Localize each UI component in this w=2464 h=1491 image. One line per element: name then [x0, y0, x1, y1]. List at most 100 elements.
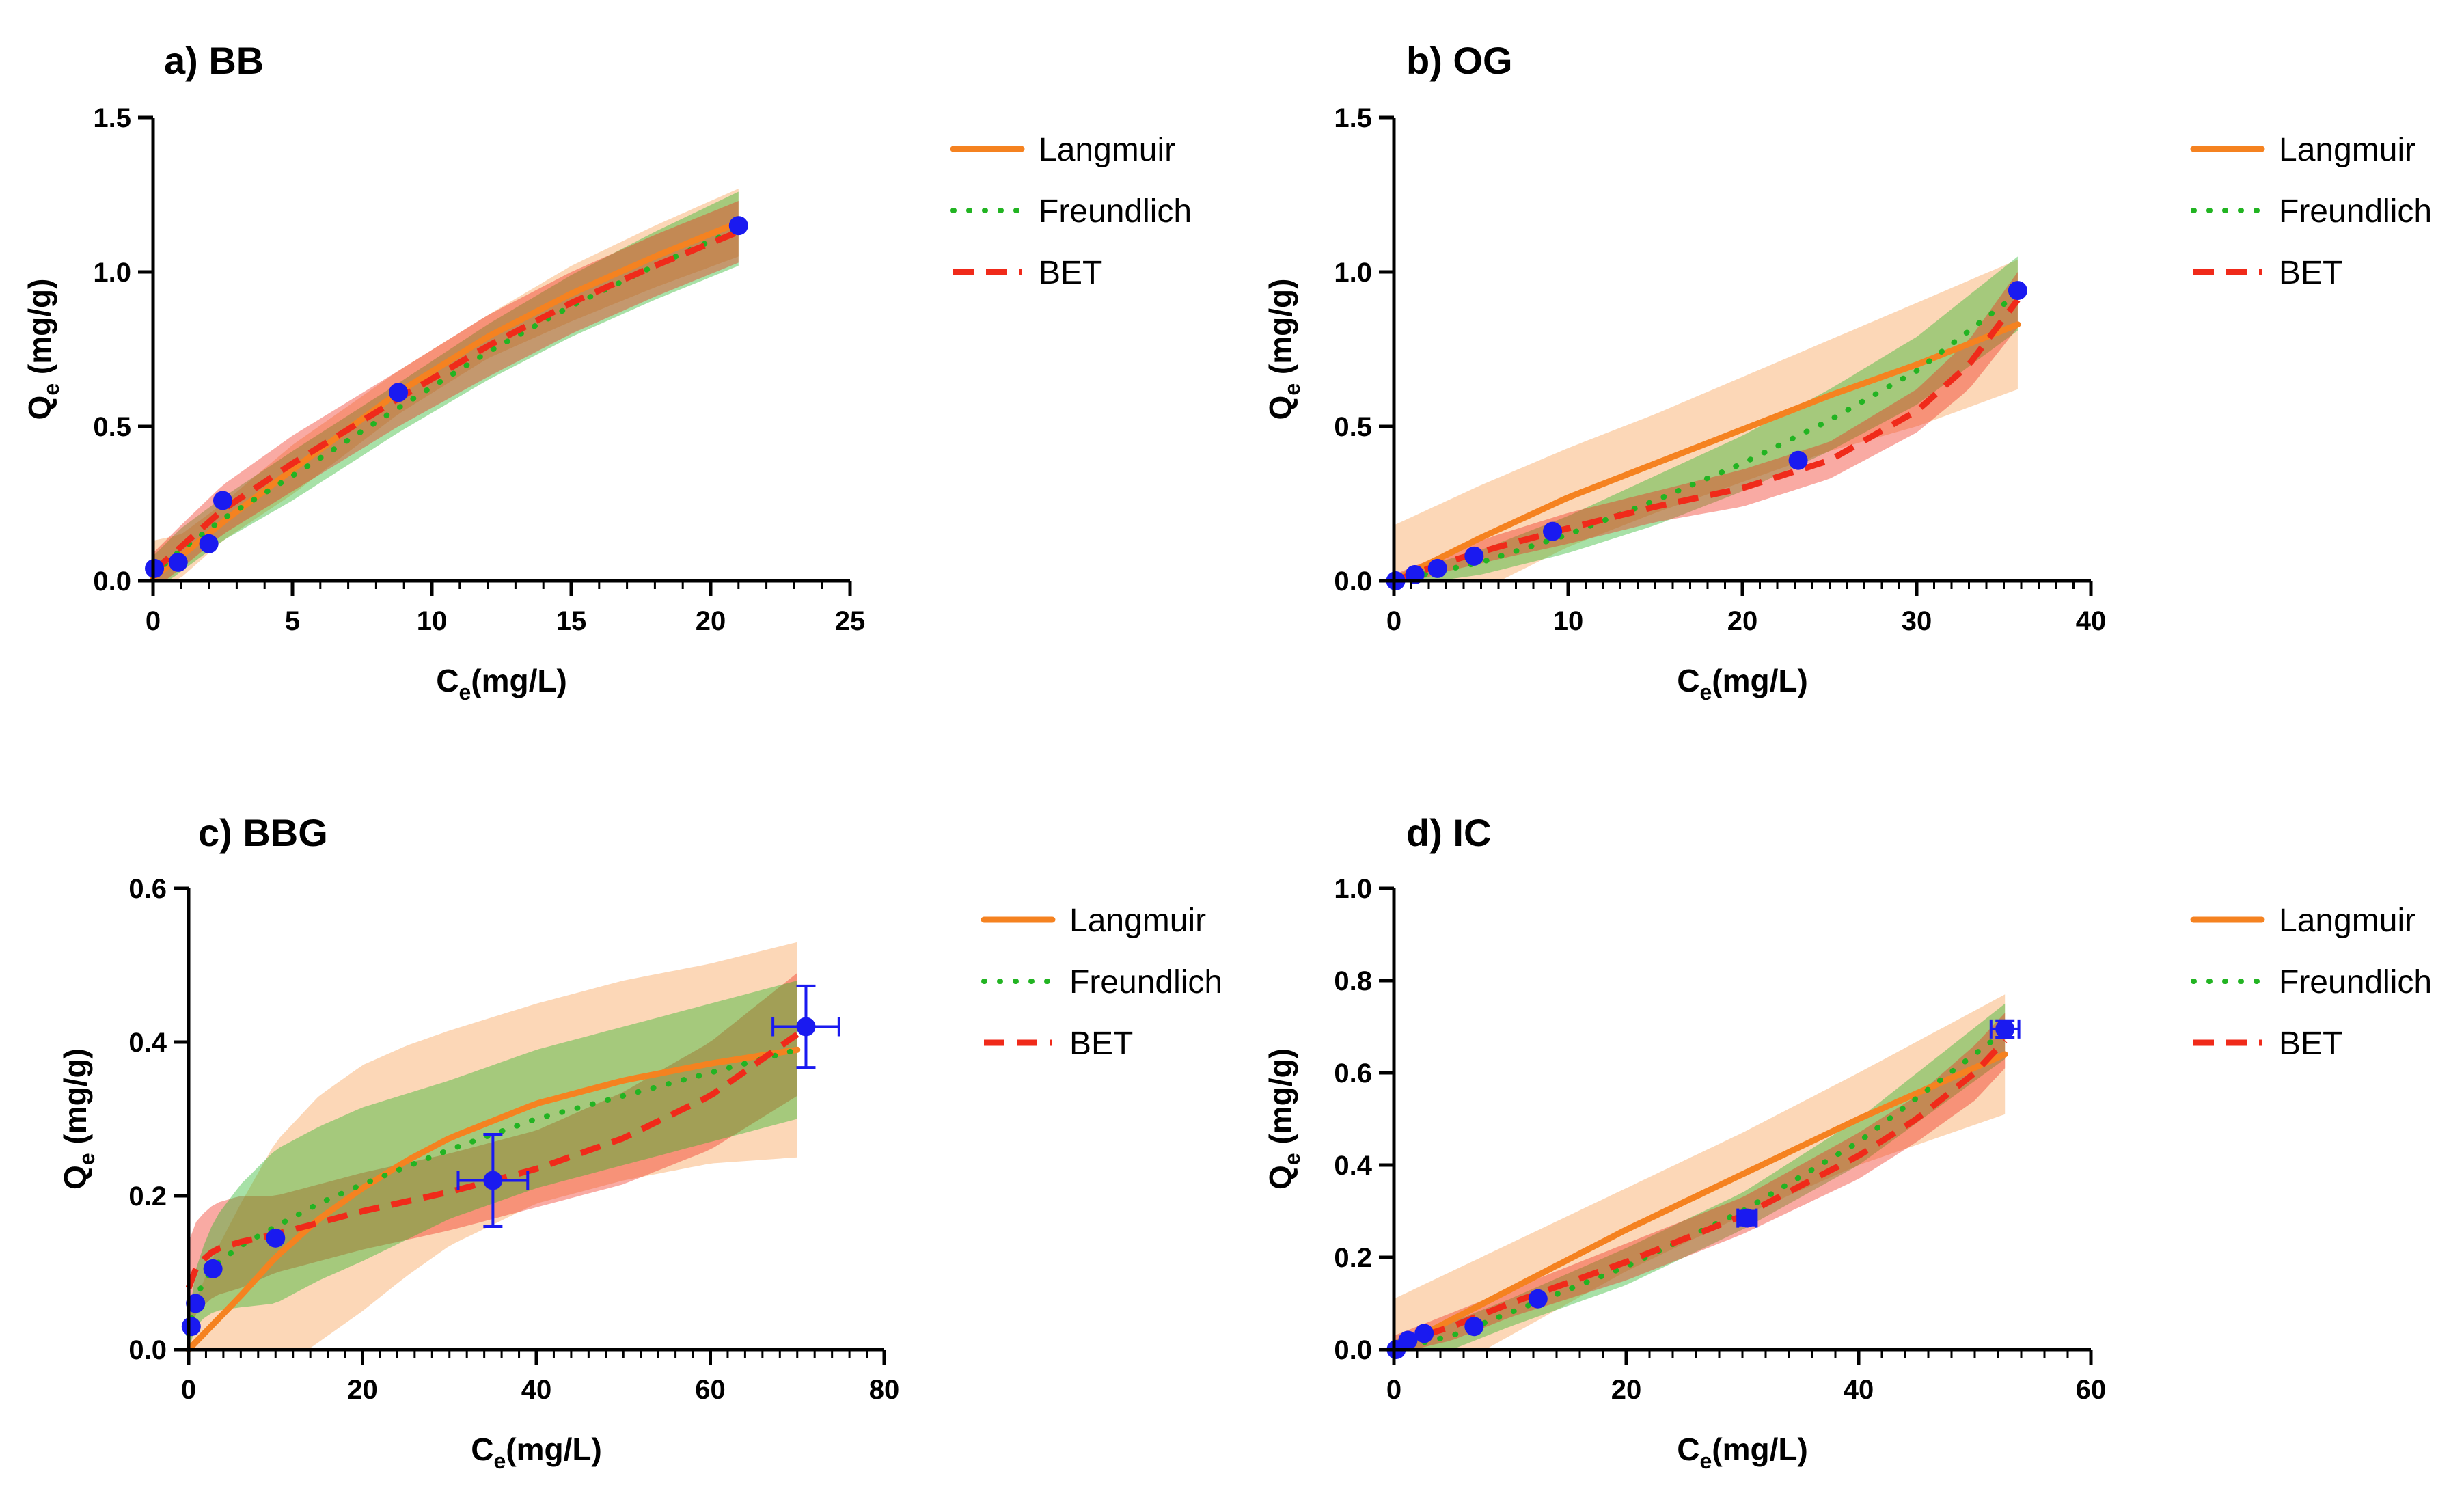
legend: Langmuir Freundlich BET — [950, 132, 1192, 291]
y-axis-title: Qe (mg/g) — [22, 279, 64, 420]
fit-lines — [1391, 1028, 2008, 1353]
x-tick-label: 0 — [1386, 1375, 1401, 1405]
data-point — [1464, 1317, 1484, 1337]
data-point — [483, 1171, 503, 1190]
fit-lines — [150, 219, 742, 581]
data-point — [266, 1228, 286, 1248]
langmuir-fit-line — [185, 1046, 801, 1353]
x-tick-label: 20 — [1611, 1375, 1642, 1405]
data-point — [1543, 521, 1563, 541]
legend-label-bet: BET — [1069, 1026, 1133, 1062]
x-tick-label: 0 — [146, 606, 161, 636]
axes: 0 10 20 30 40 0.0 0.5 1.0 1.5 Ce(mg/L) Qe (mg/g) — [1263, 103, 2106, 705]
y-axis-title: Qe (mg/g) — [1263, 1048, 1304, 1190]
data-points — [1386, 1019, 2021, 1359]
data-points — [181, 984, 840, 1337]
x-tick-label: 20 — [347, 1375, 378, 1405]
data-point — [203, 1259, 223, 1278]
freundlich-fit-line — [1391, 1028, 2008, 1352]
langmuir-confidence-band — [1394, 259, 2018, 581]
data-point — [186, 1294, 206, 1313]
x-tick-label: 5 — [285, 606, 300, 636]
y-tick-label: 0.4 — [1334, 1151, 1372, 1181]
confidence-bands — [1394, 994, 2006, 1350]
chart-panel-1: a) BB 0 5 10 15 20 25 0.0 0.5 1.0 1.5 Ce(mg/L) Qe (m… — [22, 39, 1192, 705]
data-point — [1427, 558, 1447, 578]
legend-label-freundlich: Freundlich — [1069, 964, 1222, 1000]
legend-label-langmuir: Langmuir — [1069, 903, 1206, 939]
data-point — [1737, 1208, 1757, 1228]
freundlich-confidence-band — [153, 191, 739, 581]
langmuir-confidence-band — [1394, 994, 2006, 1350]
y-tick-label: 0.5 — [93, 412, 131, 442]
legend-label-freundlich: Freundlich — [2279, 964, 2432, 1000]
legend-label-langmuir: Langmuir — [1039, 132, 1175, 168]
x-tick-label: 30 — [1902, 606, 1932, 636]
y-tick-label: 0.0 — [93, 566, 131, 597]
data-point — [2008, 281, 2027, 301]
x-tick-label: 25 — [835, 606, 866, 636]
bet-fit-line — [151, 229, 740, 574]
panel-title: c) BBG — [198, 811, 328, 854]
data-points — [145, 216, 748, 578]
panel-title: b) OG — [1406, 39, 1513, 82]
x-tick-label: 0 — [1386, 606, 1401, 636]
data-point — [213, 491, 232, 510]
langmuir-fit-line — [150, 219, 742, 581]
bet-fit-line — [1393, 298, 2021, 584]
y-tick-label: 1.5 — [1334, 103, 1372, 133]
y-tick-label: 0.6 — [128, 874, 167, 904]
y-tick-label: 1.5 — [93, 103, 131, 133]
freundlich-fit-line — [1391, 290, 2021, 584]
legend-label-freundlich: Freundlich — [2279, 193, 2432, 230]
chart-panel-3: c) BBG 0 20 40 60 80 0.0 0.2 0.4 0.6 Ce(mg/L) Qe (m… — [57, 811, 1222, 1473]
data-point — [389, 383, 409, 402]
x-tick-label: 40 — [2076, 606, 2107, 636]
bet-fit-line — [1393, 1038, 2008, 1348]
y-tick-label: 0.2 — [1334, 1243, 1372, 1273]
y-tick-label: 0.4 — [128, 1028, 167, 1058]
x-tick-label: 10 — [1553, 606, 1584, 636]
x-tick-label: 60 — [695, 1375, 726, 1405]
data-point — [181, 1317, 201, 1337]
data-point — [1528, 1289, 1548, 1309]
y-tick-label: 1.0 — [1334, 258, 1372, 288]
legend: Langmuir Freundlich BET — [981, 903, 1222, 1062]
y-tick-label: 0.0 — [128, 1335, 167, 1365]
y-axis-title: Qe (mg/g) — [1263, 279, 1304, 420]
confidence-bands — [153, 189, 739, 581]
x-tick-label: 0 — [181, 1375, 196, 1405]
chart-panel-4: d) IC 0 20 40 60 0.0 0.2 0.4 0.6 0.8 1.0 Ce(mg/L) Qe… — [1263, 811, 2432, 1473]
panel-title: a) BB — [164, 39, 264, 82]
axes: 0 20 40 60 80 0.0 0.2 0.4 0.6 Ce(mg/L) Qe (mg/g) — [57, 874, 899, 1473]
data-point — [1398, 1330, 1418, 1350]
langmuir-fit-line — [1391, 321, 2021, 584]
data-point — [728, 216, 748, 236]
y-axis-title: Qe (mg/g) — [57, 1048, 99, 1190]
x-tick-label: 40 — [521, 1375, 552, 1405]
data-point — [796, 1017, 816, 1037]
legend-label-bet: BET — [2279, 1026, 2342, 1062]
x-tick-label: 60 — [2076, 1375, 2107, 1405]
data-point — [199, 534, 219, 553]
legend-label-bet: BET — [2279, 255, 2342, 291]
y-tick-label: 0.5 — [1334, 412, 1372, 442]
x-tick-label: 20 — [696, 606, 726, 636]
y-tick-label: 0.2 — [128, 1181, 167, 1212]
x-axis-title: Ce(mg/L) — [1677, 663, 1808, 705]
data-point — [1788, 450, 1808, 470]
legend: Langmuir Freundlich BET — [2190, 132, 2432, 291]
langmuir-fit-line — [1391, 1051, 2008, 1353]
x-axis-title: Ce(mg/L) — [436, 663, 567, 705]
axes: 0 5 10 15 20 25 0.0 0.5 1.0 1.5 Ce(mg/L) Qe (mg/g) — [22, 103, 865, 705]
chart-panel-2: b) OG 0 10 20 30 40 0.0 0.5 1.0 1.5 Ce(mg/L) Qe (mg… — [1263, 39, 2432, 705]
data-point — [1464, 546, 1484, 566]
x-axis-title: Ce(mg/L) — [471, 1432, 602, 1473]
y-tick-label: 0.0 — [1334, 1335, 1372, 1365]
axes: 0 20 40 60 0.0 0.2 0.4 0.6 0.8 1.0 Ce(mg/L) Qe (mg/… — [1263, 874, 2106, 1473]
y-tick-label: 1.0 — [93, 258, 131, 288]
panel-title: d) IC — [1406, 811, 1491, 854]
x-tick-label: 40 — [1844, 1375, 1874, 1405]
x-tick-label: 15 — [556, 606, 587, 636]
